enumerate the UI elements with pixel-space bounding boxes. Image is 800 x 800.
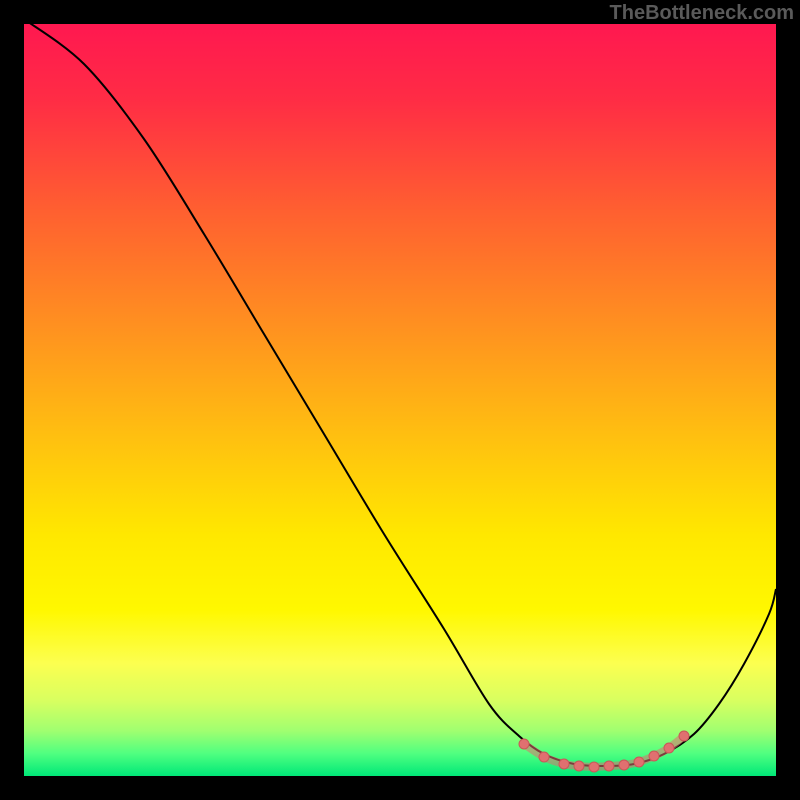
curve-layer (24, 24, 776, 776)
trough-markers (519, 731, 689, 772)
watermark-text: TheBottleneck.com (610, 2, 794, 25)
plot-area (24, 24, 776, 776)
bottleneck-curve (24, 24, 776, 766)
